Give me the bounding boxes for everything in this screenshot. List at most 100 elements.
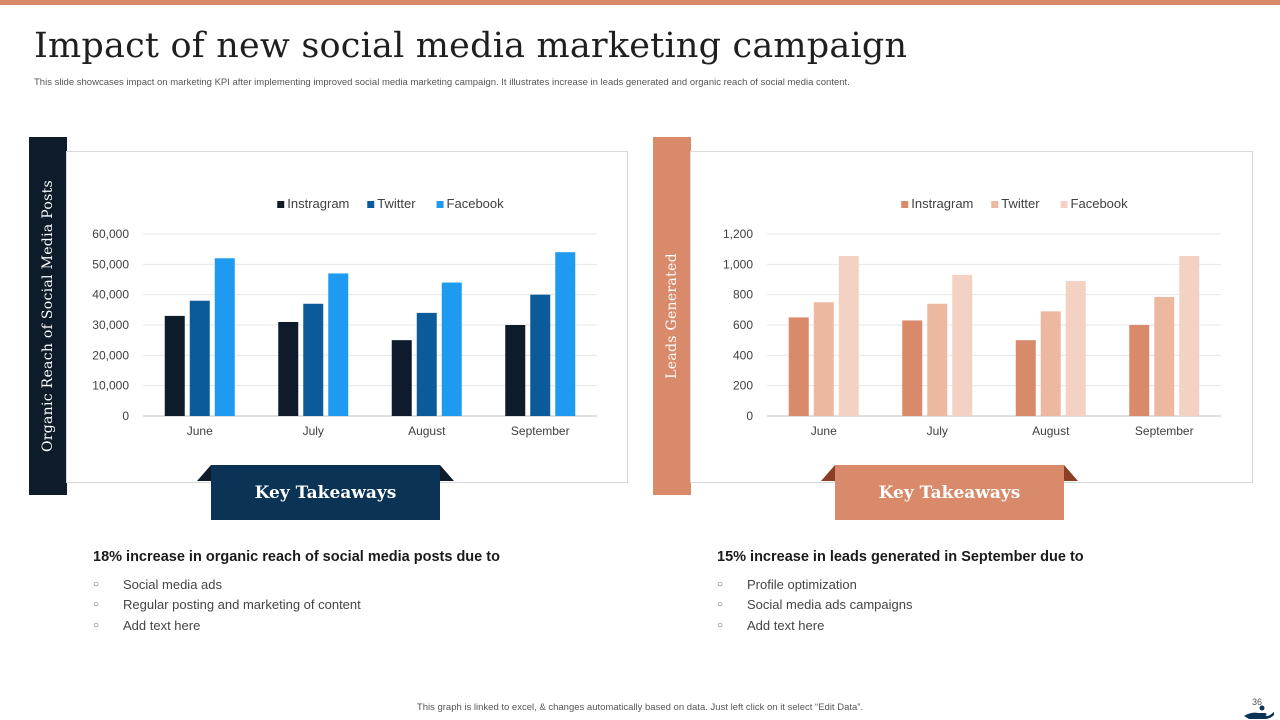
bar-instragram[interactable] xyxy=(505,325,526,416)
list-item-text: Social media ads xyxy=(123,576,222,592)
slide-subtitle: This slide showcases impact on marketing… xyxy=(34,77,850,88)
list-item: ○ Social media ads xyxy=(93,574,633,595)
x-tick-label: June xyxy=(811,424,837,438)
circle-bullet-icon: ○ xyxy=(717,619,724,631)
bar-twitter[interactable] xyxy=(189,300,210,416)
list-item-text: Add text here xyxy=(123,617,201,633)
bar-instragram[interactable] xyxy=(278,321,299,416)
right-side-label: Leads Generated xyxy=(664,253,680,379)
x-tick-label: August xyxy=(408,424,446,438)
hand-icon xyxy=(1244,705,1274,719)
bar-instragram[interactable] xyxy=(164,315,185,416)
footer-note: This graph is linked to excel, & changes… xyxy=(416,702,864,713)
legend-label: Twitter xyxy=(1001,196,1040,211)
left-takeaway-block: 18% increase in organic reach of social … xyxy=(93,549,633,636)
organic-reach-chart[interactable]: 0 10,000 20,000 30,000 40,000 50,000 60,000 Jun… xyxy=(67,152,627,482)
bar-facebook[interactable] xyxy=(214,258,235,416)
y-tick-label: 400 xyxy=(733,348,753,362)
left-side-label: Organic Reach of Social Media Posts xyxy=(40,179,56,453)
circle-bullet-icon: ○ xyxy=(93,619,100,631)
key-takeaways-label: Key Takeaways xyxy=(835,465,1064,520)
bar-instragram[interactable] xyxy=(391,340,412,416)
bar-instragram[interactable] xyxy=(902,320,923,416)
ribbon-fold-left xyxy=(197,465,211,481)
bar-twitter[interactable] xyxy=(416,312,437,416)
organic-reach-chart-frame[interactable]: 0 10,000 20,000 30,000 40,000 50,000 60,000 Jun… xyxy=(66,151,628,483)
legend-swatch xyxy=(436,201,444,208)
bar-facebook[interactable] xyxy=(555,252,576,416)
leads-generated-chart-frame[interactable]: 0 200 400 600 800 1,000 1,200 June July August Sep… xyxy=(690,151,1253,483)
bar-facebook[interactable] xyxy=(1065,281,1086,416)
bar-instragram[interactable] xyxy=(1015,340,1036,416)
left-takeaway-list: ○ Social media ads ○ Regular posting and m… xyxy=(93,574,633,636)
x-tick-label: August xyxy=(1032,424,1070,438)
list-item: ○ Social media ads campaigns xyxy=(717,595,1257,616)
slide-title: Impact of new social media marketing cam… xyxy=(34,26,908,66)
ribbon-fold-left xyxy=(821,465,835,481)
right-side-panel: Leads Generated xyxy=(653,137,691,495)
legend-label: Instragram xyxy=(911,196,973,211)
y-tick-label: 800 xyxy=(733,288,753,302)
leads-generated-chart[interactable]: 0 200 400 600 800 1,000 1,200 June July August Sep… xyxy=(691,152,1252,482)
y-tick-label: 30,000 xyxy=(92,318,129,332)
x-tick-label: September xyxy=(511,424,570,438)
list-item: ○ Add text here xyxy=(717,615,1257,636)
circle-bullet-icon: ○ xyxy=(717,578,724,590)
y-tick-label: 60,000 xyxy=(92,227,129,241)
list-item-text: Add text here xyxy=(747,617,825,633)
x-tick-label: July xyxy=(303,424,324,438)
bar-twitter[interactable] xyxy=(813,302,834,416)
x-tick-label: September xyxy=(1135,424,1194,438)
y-tick-label: 10,000 xyxy=(92,379,129,393)
list-item-text: Social media ads campaigns xyxy=(747,597,913,613)
circle-bullet-icon: ○ xyxy=(93,599,100,611)
bar-facebook[interactable] xyxy=(441,282,462,416)
y-tick-label: 1,000 xyxy=(723,257,753,271)
ribbon-fold-right xyxy=(1064,465,1078,481)
bar-instragram[interactable] xyxy=(788,317,809,416)
bar-facebook[interactable] xyxy=(1179,255,1200,416)
list-item: ○ Add text here xyxy=(93,615,633,636)
bar-twitter[interactable] xyxy=(303,303,324,416)
legend-swatch xyxy=(1060,201,1068,208)
bar-facebook[interactable] xyxy=(328,273,349,416)
list-item: ○ Profile optimization xyxy=(717,574,1257,595)
x-tick-label: June xyxy=(187,424,213,438)
bar-facebook[interactable] xyxy=(952,274,973,416)
legend-swatch xyxy=(901,201,909,208)
y-tick-label: 200 xyxy=(733,379,753,393)
legend-label: Facebook xyxy=(1071,196,1129,211)
left-takeaway-heading: 18% increase in organic reach of social … xyxy=(93,549,500,565)
y-tick-label: 50,000 xyxy=(92,257,129,271)
y-tick-label: 0 xyxy=(746,409,753,423)
y-tick-label: 1,200 xyxy=(723,227,753,241)
list-item-text: Regular posting and marketing of content xyxy=(123,597,361,613)
circle-bullet-icon: ○ xyxy=(93,578,100,590)
page-number: 36 xyxy=(1252,697,1263,707)
bar-twitter[interactable] xyxy=(1154,296,1175,416)
bar-instragram[interactable] xyxy=(1129,325,1150,416)
y-tick-label: 600 xyxy=(733,318,753,332)
bar-twitter[interactable] xyxy=(530,294,551,416)
list-item: ○ Regular posting and marketing of conten… xyxy=(93,595,633,616)
left-key-takeaways-ribbon: Key Takeaways xyxy=(197,465,454,520)
y-tick-label: 0 xyxy=(122,409,129,423)
y-tick-label: 20,000 xyxy=(92,348,129,362)
legend-label: Instragram xyxy=(287,196,349,211)
bar-twitter[interactable] xyxy=(927,303,948,416)
legend-swatch xyxy=(991,201,999,208)
list-item-text: Profile optimization xyxy=(747,576,857,592)
legend-label: Twitter xyxy=(377,196,416,211)
top-accent-bar xyxy=(0,0,1280,5)
left-side-panel: Organic Reach of Social Media Posts xyxy=(29,137,67,495)
right-takeaway-heading: 15% increase in leads generated in Septe… xyxy=(717,549,1084,565)
right-takeaway-block: 15% increase in leads generated in Septe… xyxy=(717,549,1257,636)
x-tick-label: July xyxy=(927,424,948,438)
right-takeaway-list: ○ Profile optimization ○ Social media ads … xyxy=(717,574,1257,636)
ribbon-fold-right xyxy=(440,465,454,481)
circle-bullet-icon: ○ xyxy=(717,599,724,611)
legend-label: Facebook xyxy=(447,196,505,211)
bar-twitter[interactable] xyxy=(1040,311,1061,416)
right-key-takeaways-ribbon: Key Takeaways xyxy=(821,465,1078,520)
bar-facebook[interactable] xyxy=(838,255,859,416)
